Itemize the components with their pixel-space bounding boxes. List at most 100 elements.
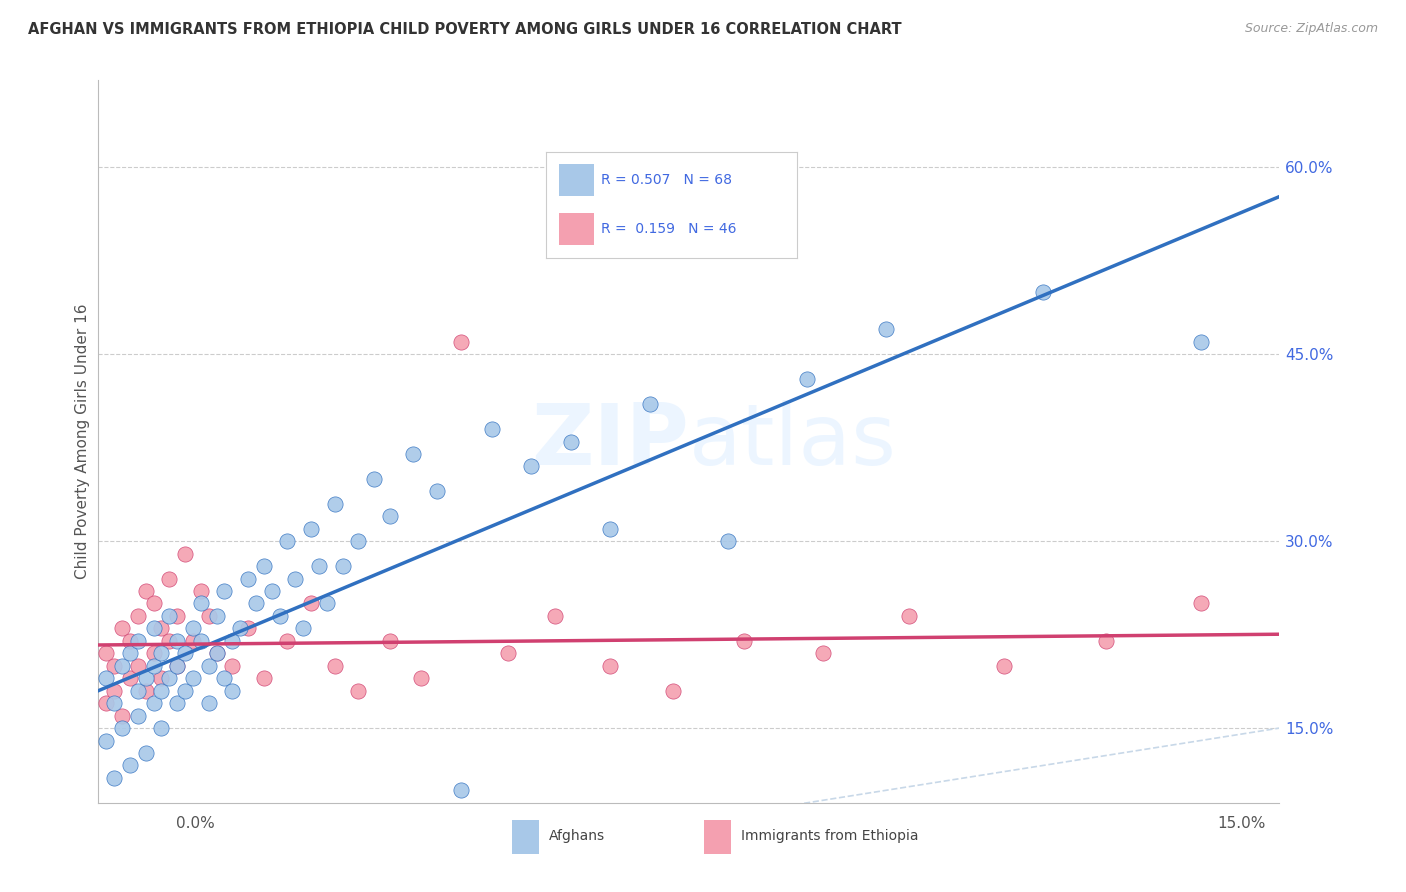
Point (118, 758, 141, 772)
Point (1189, 334, 1212, 349)
Point (898, 609, 921, 624)
Point (150, 621, 173, 635)
FancyBboxPatch shape (512, 821, 540, 855)
Point (135, 584, 157, 599)
Point (150, 671, 173, 685)
Point (103, 683, 125, 698)
Point (190, 597, 212, 611)
Point (560, 434, 582, 449)
Point (292, 621, 315, 635)
Point (253, 559, 276, 574)
Point (260, 584, 283, 599)
Point (599, 658, 621, 673)
Point (135, 671, 157, 685)
Point (111, 658, 134, 673)
Point (103, 771, 125, 785)
Point (1032, 285, 1054, 299)
Point (269, 609, 291, 624)
Point (181, 633, 204, 648)
FancyBboxPatch shape (558, 213, 593, 245)
Text: Immigrants from Ethiopia: Immigrants from Ethiopia (741, 830, 918, 843)
Point (221, 683, 243, 698)
Point (96, 733, 118, 747)
Point (299, 597, 322, 611)
Point (276, 534, 298, 549)
Point (197, 658, 219, 673)
Point (717, 534, 740, 549)
Y-axis label: Child Poverty Among Girls Under 16: Child Poverty Among Girls Under 16 (75, 304, 90, 579)
Point (174, 547, 197, 561)
Point (276, 633, 298, 648)
Point (229, 621, 252, 635)
Point (402, 447, 425, 461)
Point (993, 658, 1015, 673)
Point (127, 683, 149, 698)
Point (205, 609, 228, 624)
Point (118, 671, 141, 685)
Point (347, 534, 370, 549)
Point (332, 559, 354, 574)
Point (142, 597, 165, 611)
Point (157, 671, 180, 685)
Point (157, 633, 180, 648)
Point (127, 708, 149, 723)
Point (214, 671, 236, 685)
Point (111, 721, 134, 735)
Point (96, 646, 118, 660)
Point (411, 671, 433, 685)
Point (127, 658, 149, 673)
Point (284, 572, 307, 586)
Point (363, 472, 385, 486)
Point (166, 696, 188, 710)
Point (174, 646, 197, 660)
Point (181, 621, 204, 635)
Point (142, 646, 165, 660)
Point (875, 322, 897, 336)
Point (157, 572, 180, 586)
Point (150, 683, 173, 698)
Point (103, 696, 125, 710)
Point (174, 683, 197, 698)
Point (308, 559, 330, 574)
Point (599, 522, 621, 536)
Point (450, 334, 472, 349)
Point (662, 683, 685, 698)
Point (135, 683, 157, 698)
Point (127, 609, 149, 624)
Point (481, 422, 503, 436)
Text: 15.0%: 15.0% (1218, 816, 1265, 831)
Point (253, 671, 276, 685)
Point (426, 484, 449, 499)
Point (323, 497, 346, 511)
Point (245, 597, 267, 611)
Point (127, 633, 149, 648)
Point (299, 522, 322, 536)
Point (166, 658, 188, 673)
Point (96, 696, 118, 710)
Point (157, 609, 180, 624)
Point (205, 646, 228, 660)
Point (378, 509, 401, 524)
Text: Afghans: Afghans (548, 830, 605, 843)
Point (347, 683, 370, 698)
Text: R = 0.507   N = 68: R = 0.507 N = 68 (602, 173, 733, 187)
Point (214, 584, 236, 599)
Point (544, 609, 567, 624)
Point (481, 821, 503, 835)
Point (315, 597, 337, 611)
FancyBboxPatch shape (558, 164, 593, 196)
Point (197, 609, 219, 624)
Point (190, 633, 212, 648)
Point (221, 658, 243, 673)
FancyBboxPatch shape (704, 821, 731, 855)
Point (520, 459, 543, 474)
Point (166, 609, 188, 624)
Point (1189, 597, 1212, 611)
Point (166, 658, 188, 673)
Point (323, 658, 346, 673)
Point (638, 397, 661, 411)
Text: R =  0.159   N = 46: R = 0.159 N = 46 (602, 222, 737, 236)
Point (142, 621, 165, 635)
Point (190, 584, 212, 599)
Point (733, 633, 755, 648)
